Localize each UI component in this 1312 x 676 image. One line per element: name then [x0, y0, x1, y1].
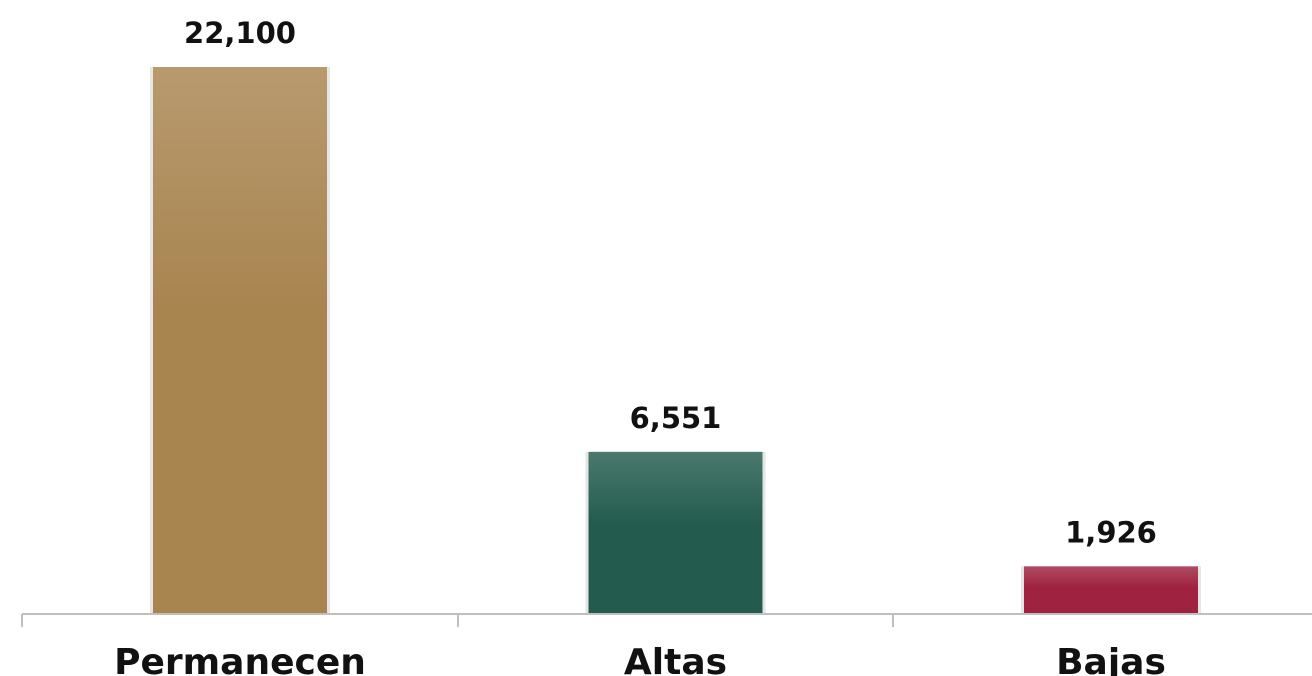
labels-group: 22,100 Permanecen 6,551 Altas 1,926 Bajas [114, 16, 1166, 676]
data-label-altas: 6,551 [630, 401, 722, 435]
data-label-bajas: 1,926 [1065, 515, 1157, 549]
bar-bajas [1024, 566, 1198, 614]
bar-permanecen [153, 67, 327, 614]
x-axis [21, 613, 1312, 627]
category-label-altas: Altas [624, 642, 727, 676]
bar-altas [588, 451, 763, 614]
bars-group [150, 67, 1201, 614]
category-label-permanecen: Permanecen [114, 642, 366, 676]
data-label-permanecen: 22,100 [184, 16, 296, 50]
category-label-bajas: Bajas [1056, 642, 1166, 676]
